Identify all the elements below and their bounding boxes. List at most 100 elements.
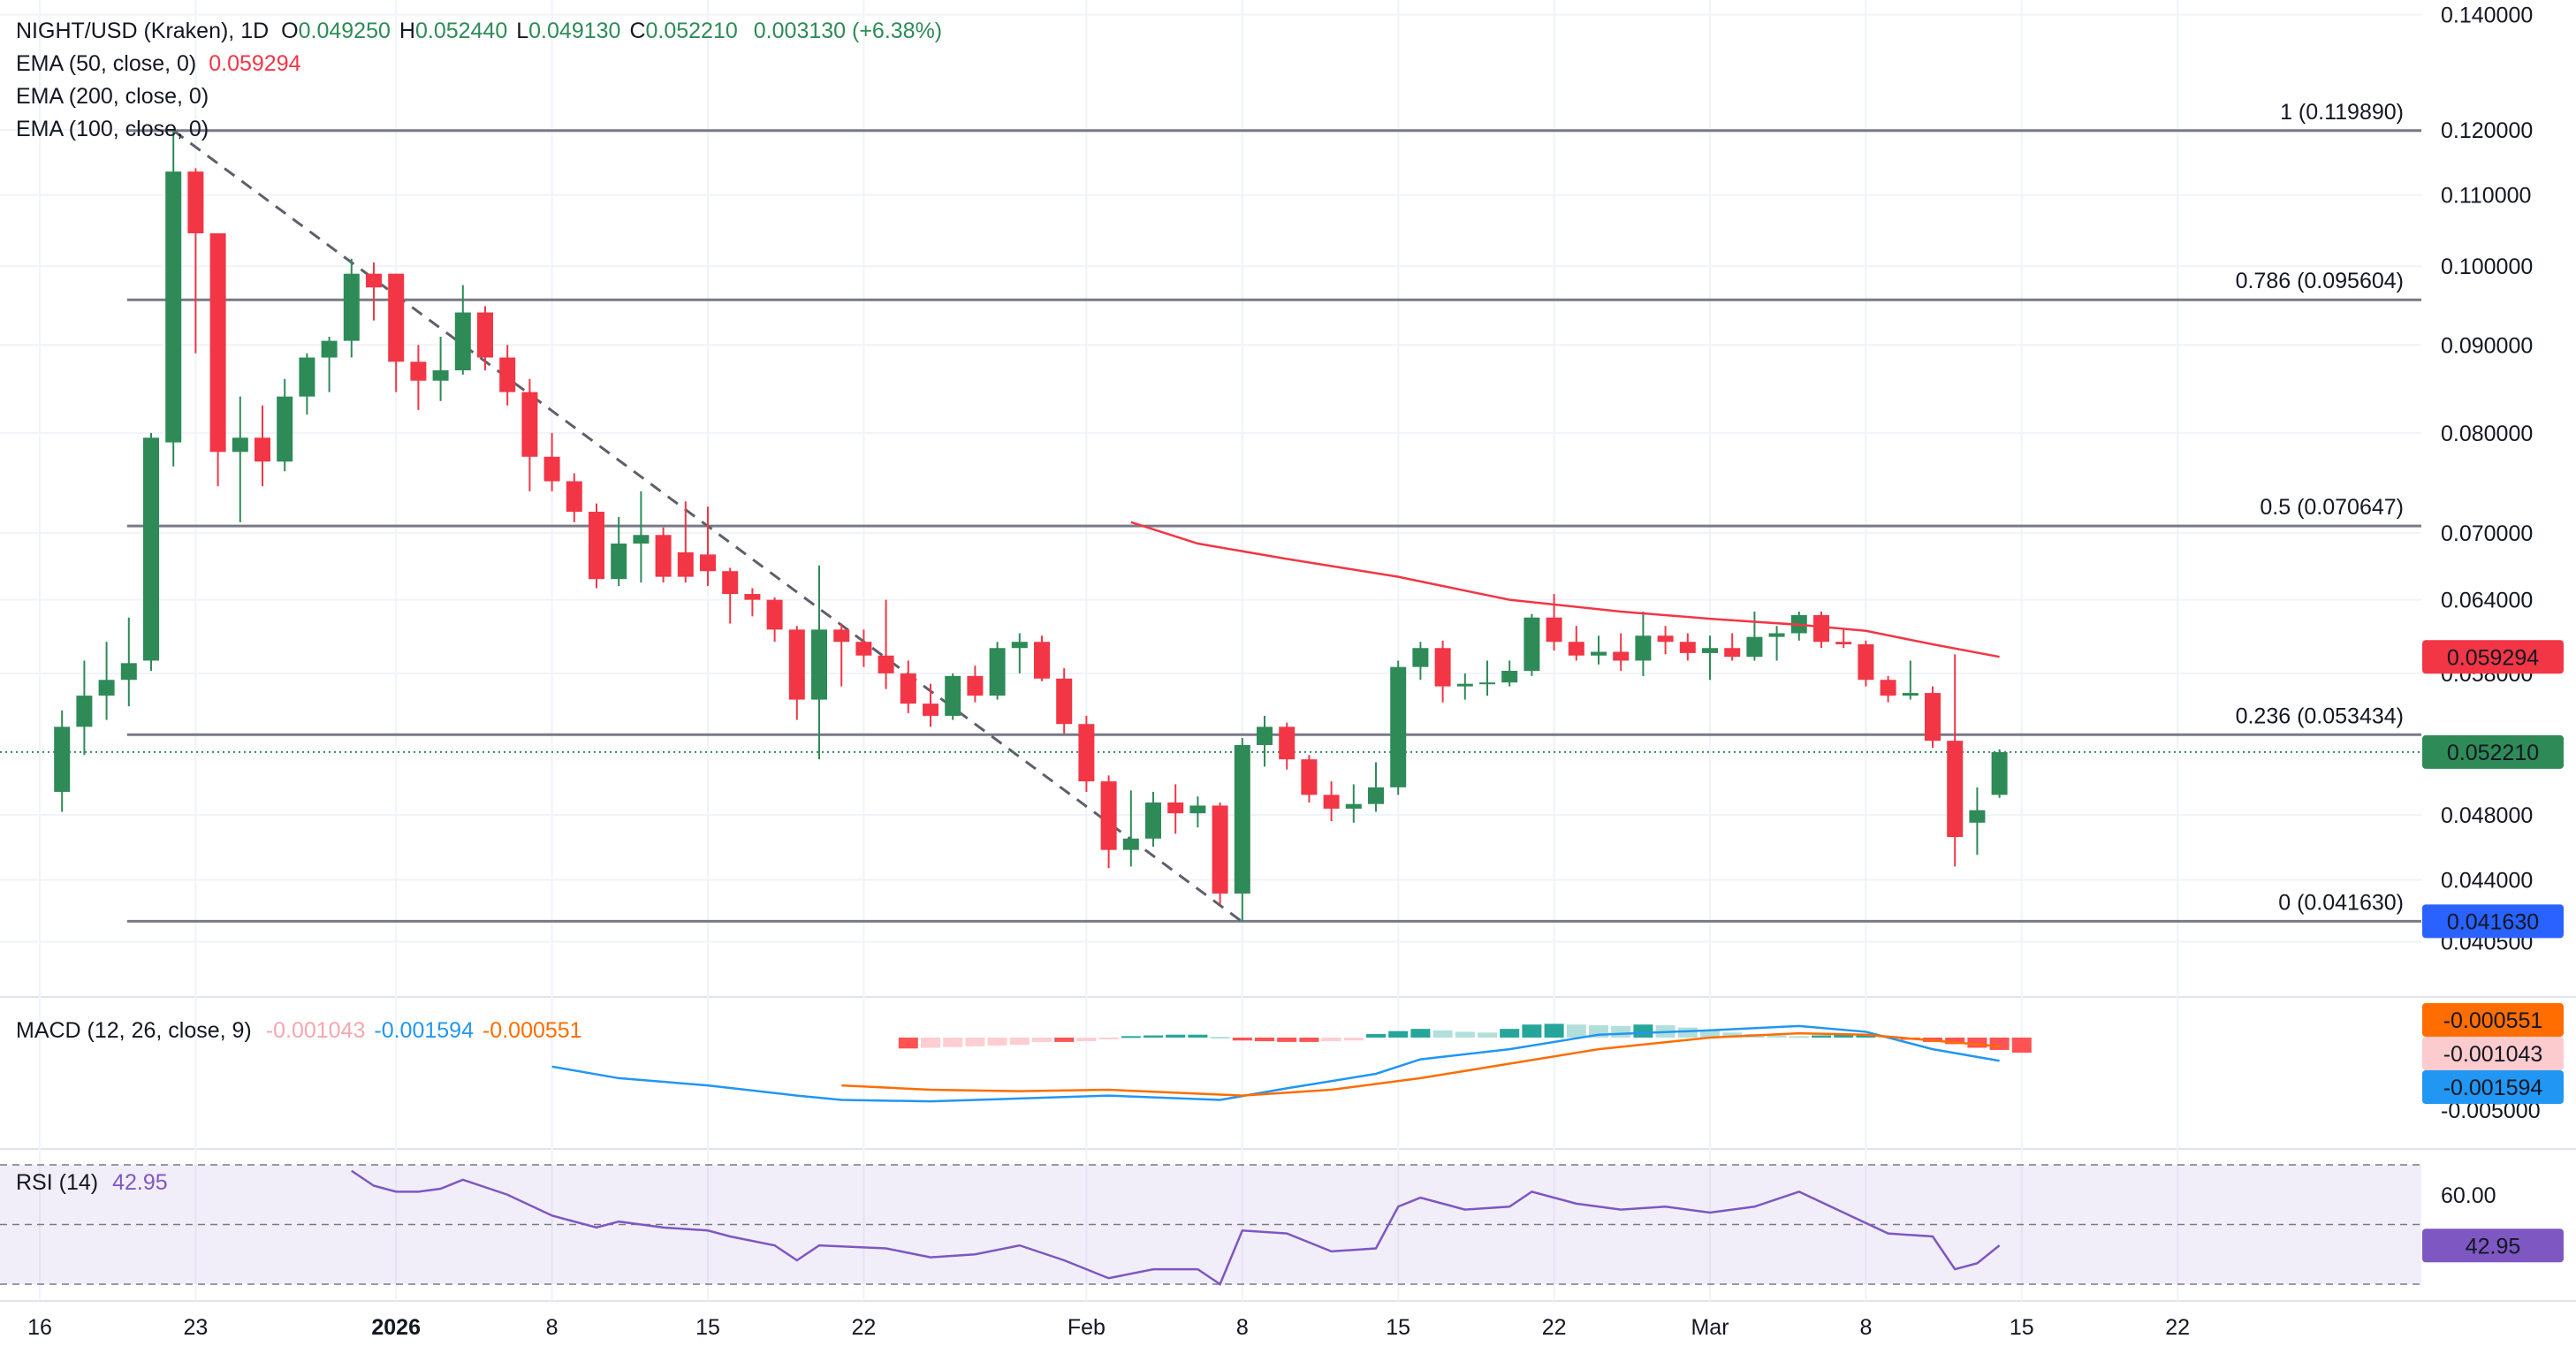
- candle-body: [945, 675, 961, 716]
- macd-histogram-bar: [1255, 1038, 1274, 1042]
- price-pane[interactable]: 1 (0.119890) 0.786 (0.095604) 0.5 (0.07064…: [0, 100, 2421, 924]
- candle-body: [1991, 752, 2008, 795]
- candle-body: [566, 481, 582, 513]
- macd-histogram-bar: [1812, 1035, 1831, 1038]
- fib-level-label: 1 (0.119890): [2280, 100, 2404, 125]
- macd-histogram-bar: [1210, 1037, 1230, 1039]
- candle-body: [76, 696, 93, 727]
- candle-body: [410, 361, 427, 381]
- y-tick-label: 0.100000: [2441, 255, 2533, 279]
- rsi-pane[interactable]: [0, 1164, 2421, 1286]
- candle-body: [766, 599, 783, 630]
- y-tick-label: 0.140000: [2441, 4, 2533, 28]
- macd-histogram-bar: [1945, 1038, 1965, 1045]
- macd-histogram-bar: [1722, 1032, 1743, 1038]
- macd-histogram-bar: [1009, 1038, 1030, 1046]
- candle-body: [1323, 795, 1340, 809]
- candle-body: [499, 357, 516, 392]
- candle-body: [677, 551, 694, 577]
- low-price-badge: 0.041630: [2447, 909, 2539, 934]
- price-axis[interactable]: 16 23 2026 8 15 22 Feb 8 15 22 Mar 8 15 22 0.140000 0.1…: [27, 4, 2564, 1340]
- macd-histogram-bar: [1032, 1038, 1052, 1042]
- candle-body: [744, 594, 761, 600]
- macd-value-badge: -0.001043: [2443, 1042, 2543, 1067]
- macd-histogram-bar: [921, 1038, 940, 1048]
- candle-body: [1189, 805, 1206, 814]
- macd-value-badge-bg: [2422, 1037, 2564, 1070]
- candle-body: [1034, 642, 1050, 679]
- candle-body: [255, 437, 270, 462]
- candle-body: [722, 571, 739, 595]
- rsi-y-tick-label: 60.00: [2441, 1183, 2496, 1208]
- macd-histogram-bar: [1989, 1038, 2010, 1050]
- fib-level-label: 0.5 (0.070647): [2260, 495, 2404, 520]
- x-tick-label: 2026: [371, 1315, 421, 1340]
- candle-body: [1167, 802, 1184, 814]
- symbol-label: NIGHT/USD (Kraken), 1D: [16, 19, 269, 43]
- candle-body: [1145, 802, 1161, 839]
- candle-body: [1100, 781, 1117, 850]
- candle-body: [1368, 787, 1384, 804]
- candle-body: [788, 629, 805, 700]
- candle-body: [521, 392, 538, 457]
- candle-body: [1835, 642, 1852, 645]
- y-tick-label: 0.048000: [2441, 803, 2533, 828]
- rsi-line: [351, 1169, 2001, 1286]
- x-tick-label: 22: [851, 1315, 876, 1340]
- candle-body: [1969, 810, 1986, 823]
- ohlc-l-key: L: [516, 19, 528, 43]
- candle-body: [98, 680, 115, 696]
- macd-pane[interactable]: [551, 1023, 2032, 1103]
- candle-body: [321, 340, 338, 358]
- macd-histogram-bar: [987, 1038, 1007, 1046]
- x-tick-label: Feb: [1068, 1315, 1106, 1340]
- candle-body: [1947, 741, 1964, 838]
- macd-histogram-bar: [1166, 1034, 1186, 1038]
- x-tick-label: 16: [27, 1315, 52, 1340]
- ema100-label: EMA (100, close, 0): [16, 117, 209, 141]
- candle-body: [1702, 648, 1718, 653]
- candle-body: [989, 648, 1006, 696]
- candle-body: [1479, 682, 1495, 685]
- candle-body: [477, 312, 493, 358]
- x-tick-label: 22: [1542, 1315, 1567, 1340]
- candle-body: [700, 554, 716, 572]
- macd-histogram-bar: [1522, 1024, 1542, 1038]
- macd-title: MACD (12, 26, close, 9): [16, 1018, 252, 1043]
- candle-body: [1056, 678, 1073, 725]
- candle-body: [611, 544, 627, 580]
- candle-body: [388, 273, 405, 362]
- x-tick-label: 8: [1236, 1315, 1249, 1340]
- candle-body: [1011, 642, 1028, 649]
- macd-histogram-bar: [1343, 1038, 1364, 1041]
- candle-body: [366, 273, 382, 288]
- candle-body: [454, 312, 471, 370]
- macd-histogram-bar: [1633, 1024, 1653, 1038]
- candle-body: [1345, 803, 1362, 809]
- macd-value-badge-bg: [2422, 1070, 2564, 1104]
- grid: [0, 0, 2576, 1302]
- change-value: 0.003130 (+6.38%): [754, 19, 942, 43]
- candle-body: [1902, 693, 1919, 696]
- candle-body: [1591, 651, 1607, 656]
- candle-body: [1524, 617, 1540, 672]
- ohlc-l-value: 0.049130: [528, 19, 620, 43]
- candle-body: [1768, 633, 1785, 637]
- candle-body: [1234, 744, 1250, 894]
- macd-line: [551, 1024, 2000, 1103]
- candle-body: [1657, 635, 1674, 643]
- macd-histogram-bar: [1544, 1023, 1564, 1038]
- candle-body: [1724, 648, 1741, 658]
- candle-body: [1257, 726, 1273, 745]
- macd-histogram-bar: [1410, 1029, 1431, 1038]
- fib-level-label: 0.786 (0.095604): [2236, 269, 2404, 293]
- macd-value-badge: -0.001594: [2443, 1076, 2543, 1100]
- last-price-badge: 0.052210: [2447, 741, 2539, 765]
- macd-histogram-bar: [1188, 1034, 1208, 1038]
- candle-body: [1122, 838, 1139, 850]
- candle-body: [1546, 617, 1562, 643]
- macd-histogram-bar: [1767, 1035, 1787, 1038]
- symbol-legend: NIGHT/USD (Kraken), 1D O0.049250 H0.052440…: [16, 19, 942, 43]
